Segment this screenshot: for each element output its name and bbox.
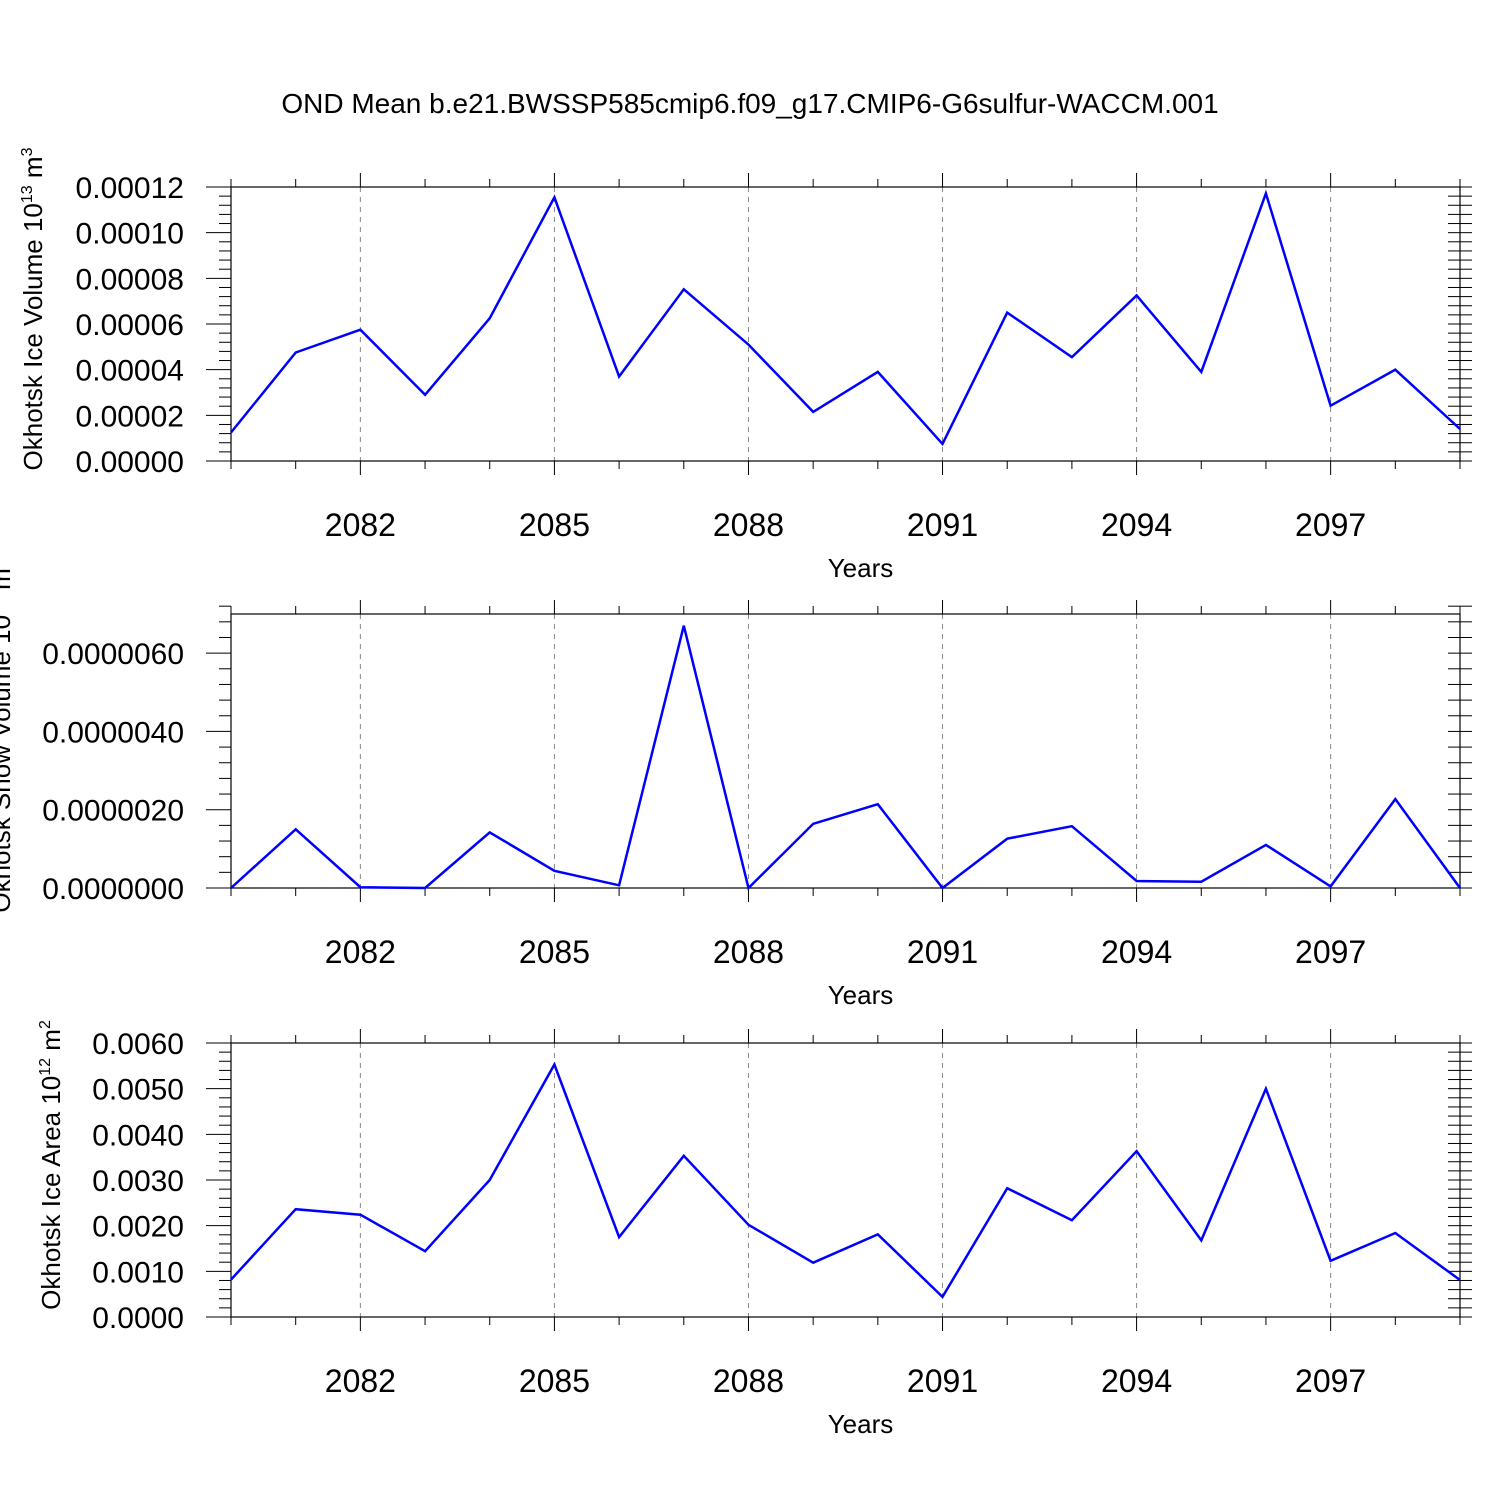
x-tick-label: 2088	[713, 1363, 784, 1399]
x-tick-label: 2082	[325, 507, 396, 543]
plot-frame	[230, 613, 1461, 889]
y-tick-label: 0.00010	[76, 218, 184, 251]
y-tick-label: 0.0000040	[42, 716, 184, 749]
y-axis-title: Okhotsk Ice Volume 1013 m3	[18, 147, 48, 470]
plot-frame	[230, 186, 1461, 462]
y-tick-label: 0.0060	[92, 1028, 184, 1061]
series-line	[230, 189, 1461, 447]
y-tick-label: 0.0000	[92, 1302, 184, 1335]
x-tick-label: 2091	[907, 934, 978, 970]
x-tick-label: 2088	[713, 507, 784, 543]
chart-panel-1: 0.00000 0.00002 0.00004 0.00006 0.00008 0.000…	[18, 147, 1472, 583]
series-line	[230, 1061, 1461, 1299]
x-tick-label: 2097	[1295, 1363, 1366, 1399]
y-tick-label: 0.0050	[92, 1074, 184, 1107]
x-axis-title: Years	[828, 1409, 894, 1439]
y-tick-label: 0.00002	[76, 400, 184, 433]
y-tick-label: 0.0040	[92, 1119, 184, 1152]
chart-title: OND Mean b.e21.BWSSP585cmip6.f09_g17.CMI…	[281, 88, 1218, 119]
y-tick-label: 0.0020	[92, 1211, 184, 1244]
y-tick-label: 0.00006	[76, 309, 184, 342]
x-tick-label: 2085	[519, 934, 590, 970]
x-tick-label: 2082	[325, 1363, 396, 1399]
y-tick-label: 0.00008	[76, 263, 184, 296]
x-tick-label: 2082	[325, 934, 396, 970]
y-tick-label: 0.0000020	[42, 795, 184, 828]
chart-panel-2: 0.0000000 0.0000020 0.0000040 0.0000060 2082…	[0, 559, 1472, 1010]
x-tick-label: 2097	[1295, 934, 1366, 970]
x-axis-title: Years	[828, 553, 894, 583]
y-tick-label: 0.0000060	[42, 638, 184, 671]
x-tick-label: 2085	[519, 507, 590, 543]
x-tick-label: 2097	[1295, 507, 1366, 543]
y-tick-label: 0.0030	[92, 1165, 184, 1198]
x-axis-title: Years	[828, 980, 894, 1010]
plot-frame	[230, 1042, 1461, 1318]
y-tick-label: 0.0000000	[42, 873, 184, 906]
x-tick-label: 2088	[713, 934, 784, 970]
x-tick-label: 2094	[1101, 1363, 1172, 1399]
y-axis-title: Okhotsk Ice Area 1012 m2	[36, 1020, 66, 1310]
y-tick-label: 0.00000	[76, 446, 184, 479]
chart-panel-3: 0.0000 0.0010 0.0020 0.0030 0.0040 0.0050 0.00…	[36, 1020, 1472, 1439]
y-tick-label: 0.00012	[76, 172, 184, 205]
x-tick-label: 2094	[1101, 934, 1172, 970]
x-tick-label: 2091	[907, 507, 978, 543]
series-line	[230, 625, 1462, 891]
x-tick-label: 2094	[1101, 507, 1172, 543]
y-tick-label: 0.0010	[92, 1256, 184, 1289]
x-tick-label: 2091	[907, 1363, 978, 1399]
y-tick-label: 0.00004	[76, 355, 184, 388]
x-tick-label: 2085	[519, 1363, 590, 1399]
y-axis-title: Okhotsk Snow Volume 1013 m3	[0, 559, 16, 912]
